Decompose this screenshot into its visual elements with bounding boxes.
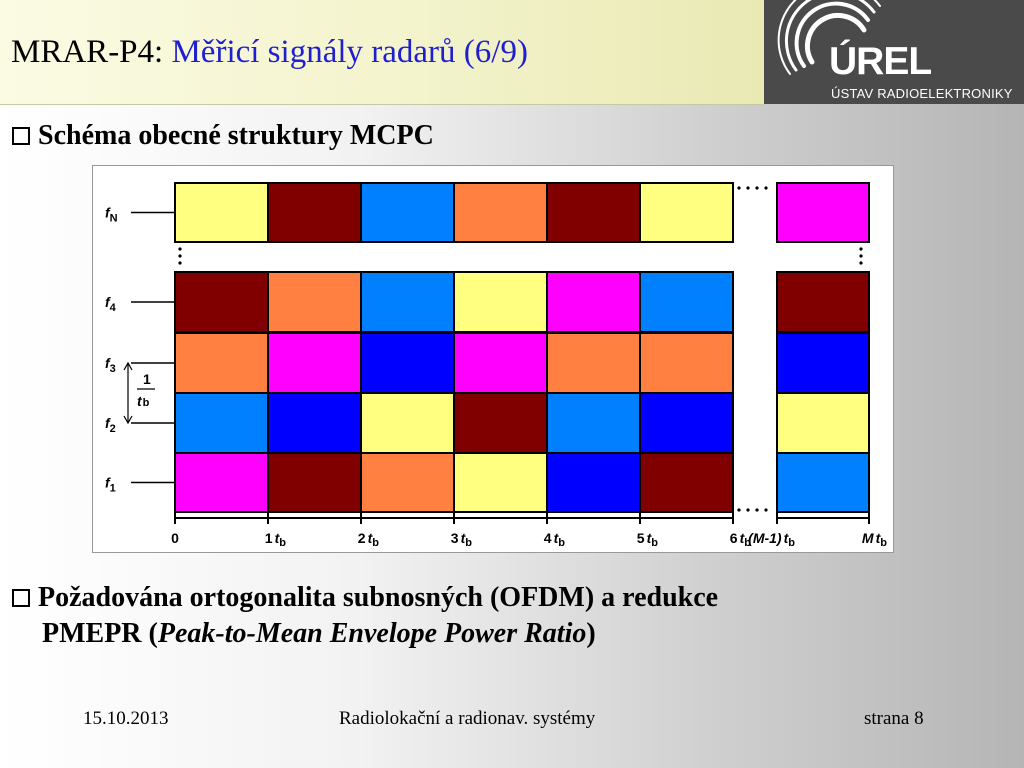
subcarrier-chip	[267, 271, 362, 333]
subcarrier-chip	[453, 332, 548, 394]
horizontal-ellipsis-dot	[764, 186, 768, 190]
subcarrier-chip	[360, 452, 455, 513]
subcarrier-chip	[174, 182, 269, 243]
subcarrier-chip	[267, 182, 362, 243]
vertical-ellipsis-dot	[178, 254, 182, 258]
horizontal-ellipsis-dot	[746, 508, 750, 512]
horizontal-ellipsis-dot	[764, 508, 768, 512]
subcarrier-chip	[267, 452, 362, 513]
subcarrier-chip	[174, 392, 269, 454]
subcarrier-chip	[546, 332, 641, 394]
axis-tick-label: 1 tb	[265, 530, 286, 549]
bullet-2-line2: PMEPR (Peak-to-Mean Envelope Power Ratio…	[12, 618, 596, 649]
horizontal-ellipsis-dot	[746, 186, 750, 190]
subcarrier-chip	[546, 392, 641, 454]
horizontal-ellipsis-dot	[755, 508, 759, 512]
bullet-1: Schéma obecné struktury MCPC	[12, 120, 434, 152]
frequency-label: f1	[105, 475, 116, 495]
frequency-label: f4	[105, 294, 117, 314]
title-prefix: MRAR-P4:	[11, 34, 164, 70]
subcarrier-chip	[267, 392, 362, 454]
subcarrier-chip	[453, 271, 548, 333]
bullet-2-line2-end: )	[586, 618, 596, 649]
axis-tick-label: (M-1) tb	[748, 530, 795, 549]
subcarrier-chip	[639, 271, 734, 333]
subcarrier-chip	[174, 271, 269, 333]
logo-panel: ÚREL ÚSTAV RADIOELEKTRONIKY	[764, 0, 1024, 104]
horizontal-ellipsis-dot	[737, 186, 741, 190]
subcarrier-chip	[639, 392, 734, 454]
urel-logo-icon	[777, 0, 881, 75]
bullet-2-line2-start: PMEPR (	[42, 618, 158, 649]
subcarrier-chip	[546, 452, 641, 513]
bullet-2: Požadována ortogonalita subnosných (OFDM…	[12, 580, 718, 652]
title-bar: MRAR-P4: Měřicí signály radarů (6/9)	[0, 0, 764, 105]
logo-subtitle: ÚSTAV RADIOELEKTRONIKY	[831, 86, 1013, 101]
horizontal-ellipsis-dot	[737, 508, 741, 512]
subcarrier-chip	[546, 182, 641, 243]
subcarrier-chip	[639, 182, 734, 243]
checkbox-bullet-icon	[12, 588, 30, 607]
subcarrier-chip-last	[776, 452, 870, 513]
subcarrier-chip	[360, 271, 455, 333]
bullet-1-text: Schéma obecné struktury MCPC	[38, 120, 434, 151]
subcarrier-chip-last	[776, 332, 870, 394]
subcarrier-chip-last	[776, 182, 870, 243]
axis-tick-label: 6 tb	[730, 530, 751, 549]
vertical-ellipsis-dot	[859, 254, 863, 258]
vertical-ellipsis-dot	[859, 247, 863, 251]
subcarrier-chip	[453, 452, 548, 513]
subcarrier-chip	[639, 452, 734, 513]
axis-tick-label: 4 tb	[544, 530, 565, 549]
arrow-up-icon	[123, 361, 133, 371]
checkbox-bullet-icon	[12, 126, 30, 145]
footer-date: 15.10.2013	[83, 708, 169, 729]
frequency-label: f3	[105, 355, 116, 375]
subcarrier-chip	[360, 392, 455, 454]
subcarrier-chip-last	[776, 271, 870, 333]
spacing-numerator: 1	[143, 371, 151, 387]
subcarrier-chip	[174, 332, 269, 394]
slide-title: MRAR-P4: Měřicí signály radarů (6/9)	[11, 34, 528, 71]
bullet-2-line1: Požadována ortogonalita subnosných (OFDM…	[38, 582, 719, 613]
title-main: Měřicí signály radarů (6/9)	[171, 34, 528, 70]
axis-tick-label: 0	[171, 530, 179, 546]
subcarrier-chip	[453, 182, 548, 243]
bullet-2-italic: Peak-to-Mean Envelope Power Ratio	[157, 618, 587, 649]
frequency-label: fN	[105, 205, 118, 225]
mcpc-diagram: fN f4 f3 f2 f1 1 tb 0 1 tb 2 tb 3 tb 4 tb 5 tb 6 tb (M-1) tb M…	[92, 165, 894, 553]
logo-word: ÚREL	[829, 40, 932, 83]
frequency-label: f2	[105, 415, 116, 435]
footer-course: Radiolokační a radionav. systémy	[339, 708, 596, 729]
axis-tick-label: 5 tb	[637, 530, 658, 549]
vertical-ellipsis-dot	[859, 261, 863, 265]
subcarrier-chip	[174, 452, 269, 513]
subcarrier-chip	[360, 332, 455, 394]
subcarrier-chip	[360, 182, 455, 243]
subcarrier-chip	[546, 271, 641, 333]
subcarrier-chip	[267, 332, 362, 394]
spacing-denominator: tb	[137, 393, 150, 409]
axis-tick-label: 3 tb	[451, 530, 472, 549]
arrow-down-icon	[123, 415, 133, 425]
vertical-ellipsis-dot	[178, 247, 182, 251]
axis-tick-label: 2 tb	[358, 530, 379, 549]
horizontal-ellipsis-dot	[755, 186, 759, 190]
vertical-ellipsis-dot	[178, 261, 182, 265]
subcarrier-chip	[639, 332, 734, 394]
subcarrier-chip-last	[776, 392, 870, 454]
footer-page: strana 8	[864, 708, 924, 729]
subcarrier-chip	[453, 392, 548, 454]
